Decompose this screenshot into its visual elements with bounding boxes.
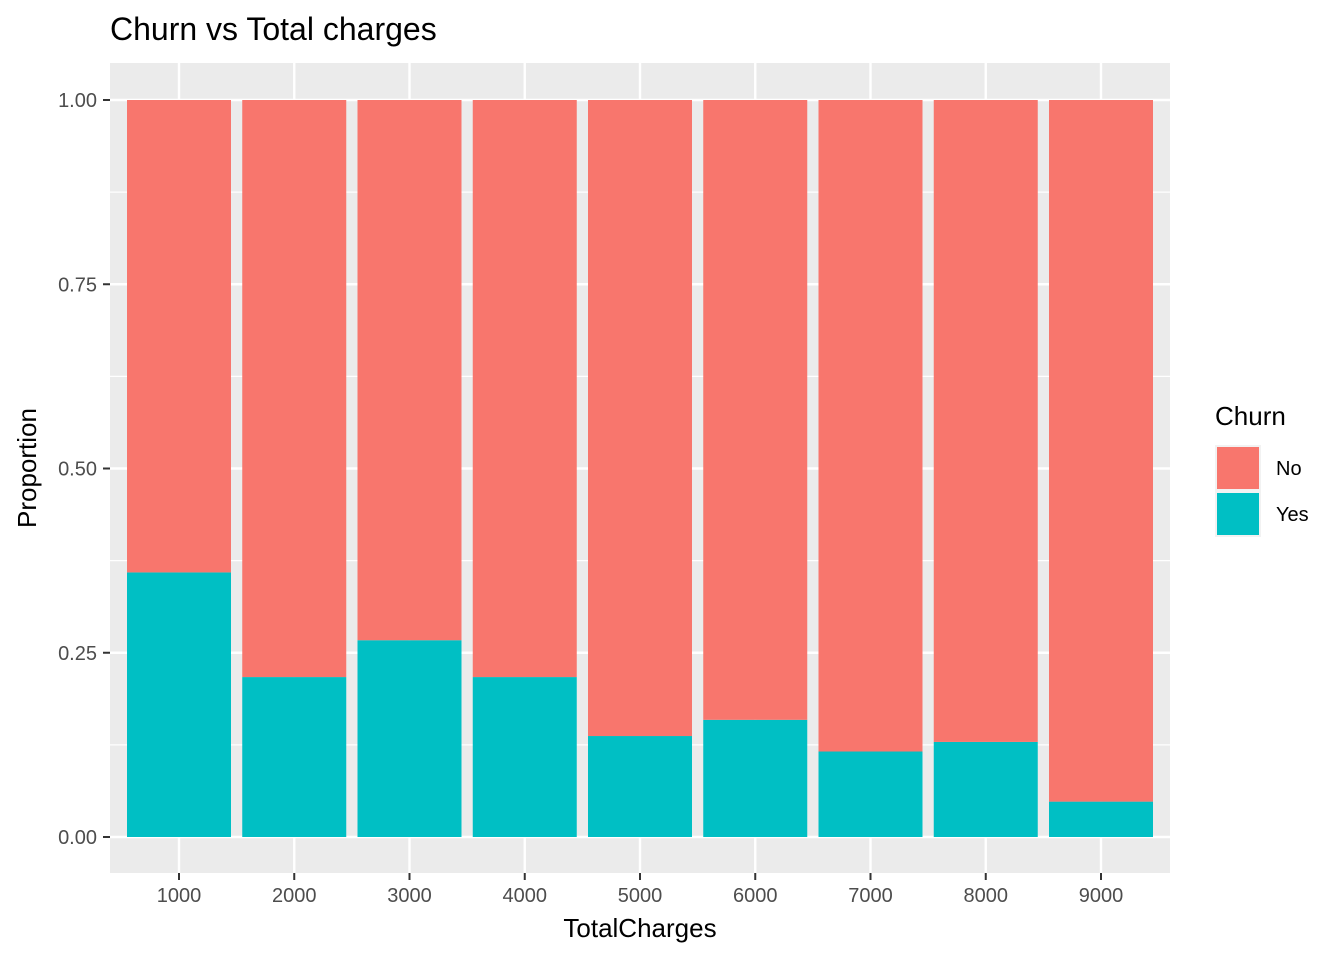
bar-no-3000 xyxy=(357,100,462,641)
bar-yes-4000 xyxy=(472,677,577,837)
bars xyxy=(127,100,1153,837)
y-axis: 0.00 0.25 0.50 0.75 1.00 xyxy=(58,90,110,849)
x-tick-label: 8000 xyxy=(964,885,1009,907)
bar-yes-7000 xyxy=(818,751,923,837)
bar-yes-8000 xyxy=(933,741,1038,837)
x-tick-label: 5000 xyxy=(618,885,663,907)
x-tick-label: 6000 xyxy=(733,885,778,907)
legend-title: Churn xyxy=(1215,401,1286,431)
legend-label-no: No xyxy=(1276,458,1302,480)
bar-yes-1000 xyxy=(127,572,231,837)
bar-no-9000 xyxy=(1049,100,1153,802)
y-tick-label: 0.25 xyxy=(58,643,97,665)
bar-yes-6000 xyxy=(703,719,808,837)
legend-swatch-yes xyxy=(1217,493,1259,535)
legend: Churn No Yes xyxy=(1215,401,1309,537)
legend-swatch-no xyxy=(1217,447,1259,489)
bar-no-6000 xyxy=(703,100,808,720)
x-axis-title: TotalCharges xyxy=(563,913,716,943)
bar-no-2000 xyxy=(242,100,347,678)
bar-no-1000 xyxy=(127,100,231,573)
x-tick-label: 7000 xyxy=(848,885,893,907)
y-tick-label: 0.50 xyxy=(58,459,97,481)
bar-yes-2000 xyxy=(242,677,347,837)
bar-no-5000 xyxy=(588,100,692,737)
x-tick-label: 2000 xyxy=(272,885,317,907)
legend-label-yes: Yes xyxy=(1276,504,1309,526)
y-tick-label: 0.00 xyxy=(58,827,97,849)
y-tick-label: 1.00 xyxy=(58,90,97,112)
bar-no-8000 xyxy=(933,100,1038,742)
y-tick-label: 0.75 xyxy=(58,274,97,296)
bar-yes-9000 xyxy=(1049,801,1153,837)
x-tick-label: 4000 xyxy=(503,885,548,907)
x-tick-label: 9000 xyxy=(1079,885,1124,907)
y-axis-title: Proportion xyxy=(12,408,42,528)
bar-no-4000 xyxy=(472,100,577,678)
x-tick-label: 1000 xyxy=(157,885,202,907)
bar-no-7000 xyxy=(818,100,923,752)
bar-yes-3000 xyxy=(357,640,462,837)
x-axis: 1000 2000 3000 4000 5000 6000 7000 8000 9000 xyxy=(157,873,1124,907)
bar-yes-5000 xyxy=(588,736,692,837)
chart-title: Churn vs Total charges xyxy=(110,11,437,47)
x-tick-label: 3000 xyxy=(387,885,432,907)
